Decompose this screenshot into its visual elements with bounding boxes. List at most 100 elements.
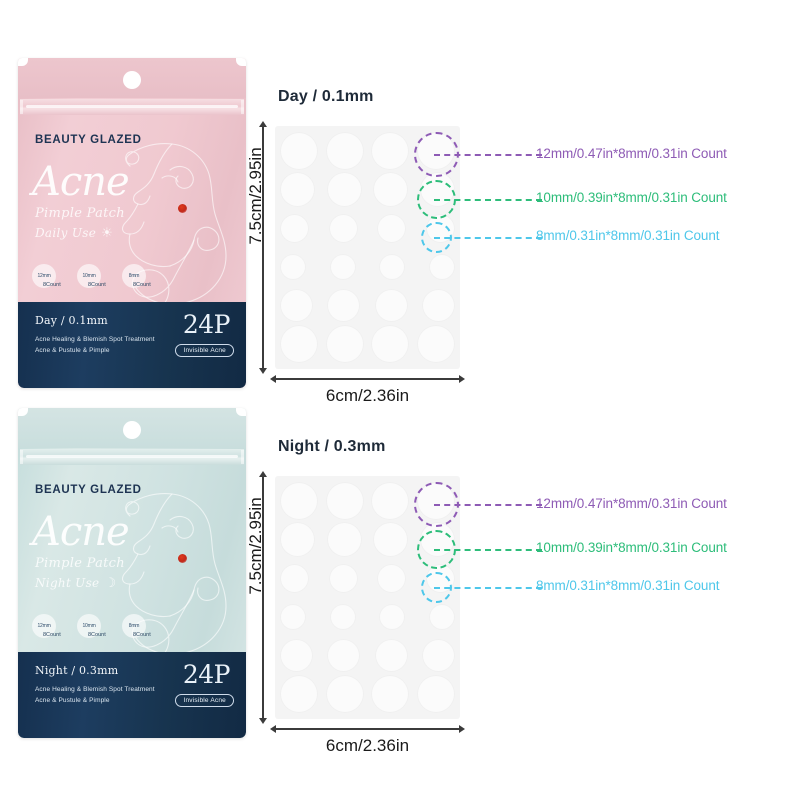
invisible-acne-badge-night: Invisible Acne: [175, 694, 234, 707]
invisible-acne-badge-day: Invisible Acne: [175, 344, 234, 357]
callout-label-8mm-night: 8mm/0.31in*8mm/0.31in Count: [536, 578, 720, 593]
acne-patch: [380, 254, 405, 279]
callout-leader-10mm-day: [434, 199, 542, 201]
diagram-title-night: Night / 0.3mm: [278, 438, 386, 455]
callout-leader-12mm-day: [434, 154, 542, 156]
size-item: 10mm 8Count: [77, 614, 113, 642]
acne-patch: [281, 173, 314, 207]
acne-patch: [326, 325, 363, 362]
patch-row: [281, 597, 454, 635]
callout-leader-10mm-night: [434, 549, 542, 551]
patch-count-day: 24P: [182, 310, 231, 339]
pimple-dot-day: [178, 204, 187, 213]
zipper-strip-day: [20, 99, 244, 115]
acne-patch: [375, 289, 407, 321]
size-bubble-label: 12mm: [32, 264, 56, 288]
callout-leader-12mm-night: [434, 504, 542, 506]
width-dimension-arrow-night: [270, 725, 465, 733]
size-count-label: 8Count: [133, 632, 151, 638]
product-usage-night: Night Use ☽: [35, 576, 116, 590]
callout-label-8mm-day: 8mm/0.31in*8mm/0.31in Count: [536, 228, 720, 243]
corner-notch-right: [236, 408, 246, 416]
pouch-header-day: [18, 58, 246, 98]
usage-text-day: Daily Use: [35, 226, 97, 240]
acne-patch: [417, 325, 454, 362]
acne-patch: [281, 675, 317, 712]
brand-name-day: BEAUTY GLAZED: [35, 134, 142, 146]
size-bubble-label: 10mm: [77, 614, 101, 638]
variant-desc-line2-night: Acne & Pustule & Pimple: [35, 697, 110, 704]
acne-patch: [380, 604, 405, 629]
variant-title-night: Night / 0.3mm: [35, 664, 119, 677]
acne-patch: [281, 214, 308, 242]
acne-patch: [417, 675, 454, 712]
height-dimension-arrow-night: [259, 471, 267, 724]
acne-patch: [281, 523, 314, 557]
patch-row: [281, 636, 454, 674]
sun-icon: ☀: [101, 225, 114, 241]
size-count-label: 8Count: [88, 632, 106, 638]
size-item: 8mm 8Count: [122, 614, 158, 642]
acne-patch: [281, 604, 305, 629]
zipper-strip-night: [20, 449, 244, 465]
product-name-day: Acne: [32, 159, 130, 205]
zipper-tick-left: [20, 450, 23, 464]
hang-hole-icon: [123, 71, 141, 89]
size-item: 10mm 8Count: [77, 264, 113, 292]
acne-patch: [281, 254, 305, 279]
brand-name-night: BEAUTY GLAZED: [35, 484, 142, 496]
acne-patch: [281, 133, 317, 170]
acne-patch: [327, 523, 361, 557]
variant-desc-line2-day: Acne & Pustule & Pimple: [35, 347, 110, 354]
size-count-row-day: 12mm 8Count 10mm 8Count 8mm 8Count: [32, 264, 158, 292]
acne-patch: [326, 675, 363, 712]
product-subtitle-night: Pimple Patch: [35, 556, 125, 571]
size-item: 12mm 8Count: [32, 264, 68, 292]
acne-patch: [378, 214, 406, 242]
pouch-header-night: [18, 408, 246, 448]
corner-notch-left: [18, 408, 28, 416]
acne-patch: [328, 639, 360, 671]
pimple-dot-night: [178, 554, 187, 563]
zipper-tick-right: [241, 450, 244, 464]
size-count-label: 8Count: [43, 282, 61, 288]
acne-patch: [281, 639, 312, 671]
callout-leader-8mm-night: [434, 587, 542, 589]
zipper-tick-right: [241, 100, 244, 114]
height-dimension-label-day: 7.5cm/2.95in: [246, 147, 265, 245]
face-line-art-day: [121, 143, 227, 313]
acne-patch: [281, 289, 312, 321]
product-pouch-night: BEAUTY GLAZED Acne Pimple Patch Night Us…: [18, 408, 246, 738]
zipper-tick-left: [20, 100, 23, 114]
acne-patch: [326, 483, 363, 520]
acne-patch: [372, 325, 409, 362]
acne-patch: [429, 604, 454, 629]
patch-count-night: 24P: [182, 660, 231, 689]
product-subtitle-day: Pimple Patch: [35, 206, 125, 221]
height-dimension-arrow-day: [259, 121, 267, 374]
acne-patch: [326, 133, 363, 170]
size-count-label: 8Count: [133, 282, 151, 288]
patch-row: [281, 247, 454, 285]
acne-patch: [281, 564, 308, 592]
callout-leader-8mm-day: [434, 237, 542, 239]
acne-patch: [375, 639, 407, 671]
height-dimension-label-night: 7.5cm/2.95in: [246, 497, 265, 595]
acne-patch: [422, 639, 454, 671]
acne-patch: [328, 289, 360, 321]
size-count-row-night: 12mm 8Count 10mm 8Count 8mm 8Count: [32, 614, 158, 642]
size-bubble-label: 8mm: [122, 264, 146, 288]
acne-patch: [327, 173, 361, 207]
acne-patch: [374, 173, 408, 207]
acne-patch: [330, 604, 355, 629]
acne-patch: [378, 564, 406, 592]
size-bubble-label: 10mm: [77, 264, 101, 288]
hang-hole-icon: [123, 421, 141, 439]
variant-desc-line1-night: Acne Healing & Blemish Spot Treatment: [35, 686, 155, 693]
acne-patch: [329, 214, 357, 242]
size-count-label: 8Count: [43, 632, 61, 638]
acne-patch: [329, 564, 357, 592]
usage-text-night: Night Use: [35, 576, 100, 590]
corner-notch-right: [236, 58, 246, 66]
